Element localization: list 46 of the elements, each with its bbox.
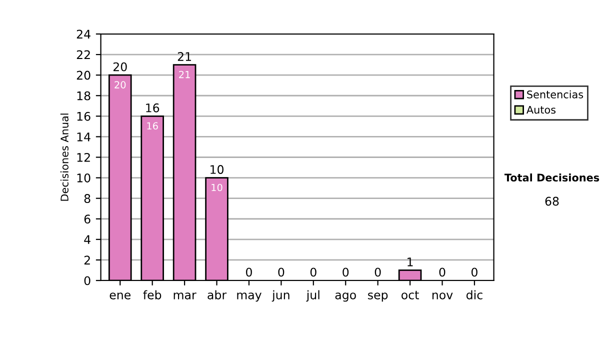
x-tick-label: may [237, 292, 262, 302]
y-tick-label: 2 [84, 256, 90, 264]
total-label: 10 [210, 165, 224, 174]
x-tick-label: jul [306, 290, 320, 302]
y-tick-label: 18 [77, 91, 90, 100]
total-label: 0 [310, 268, 316, 277]
y-axis-title: Decisiones Anual [60, 114, 68, 201]
data-label: 20 [114, 81, 126, 88]
y-tick-label: 16 [77, 112, 90, 121]
x-tick-label: dic [466, 290, 482, 300]
total-label: 0 [471, 268, 478, 277]
x-tick-label: ago [335, 292, 356, 302]
total-label: 0 [439, 268, 446, 277]
total-label: 0 [278, 268, 284, 277]
text: 68 [545, 196, 559, 206]
total-label: 16 [146, 103, 160, 112]
data-label: 10 [212, 184, 222, 192]
y-tick-label: 8 [84, 194, 90, 203]
total-label: 20 [113, 62, 127, 72]
data-label: 16 [147, 122, 158, 130]
legend-label: Autos [526, 106, 556, 114]
x-tick-label: abr [208, 290, 227, 300]
x-tick-label: ene [110, 292, 131, 300]
total-label: 0 [374, 268, 381, 277]
total-label: 21 [178, 52, 191, 61]
x-tick-label: feb [143, 290, 162, 300]
legend-label: Sentencias [527, 90, 584, 98]
x-tick-label: jun [272, 290, 290, 302]
total-label: 1 [408, 258, 413, 266]
y-tick-label: 4 [84, 235, 90, 244]
y-tick-label: 22 [76, 50, 90, 60]
y-tick-label: 6 [84, 214, 90, 224]
y-tick-label: 10 [77, 174, 90, 182]
y-tick-label: 24 [76, 30, 90, 38]
x-tick-label: nov [432, 292, 453, 300]
y-tick-label: 0 [84, 276, 90, 286]
total-label: 0 [342, 268, 349, 277]
text: Total Decisiones [504, 173, 600, 182]
y-tick-label: 12 [77, 152, 90, 162]
x-tick-label: mar [174, 292, 196, 300]
data-label: 21 [179, 70, 190, 78]
x-tick-label: oct [402, 290, 419, 300]
x-tick-label: sep [368, 292, 388, 302]
y-tick-label: 20 [76, 70, 90, 80]
total-label: 0 [246, 268, 252, 277]
y-tick-label: 14 [77, 132, 90, 142]
